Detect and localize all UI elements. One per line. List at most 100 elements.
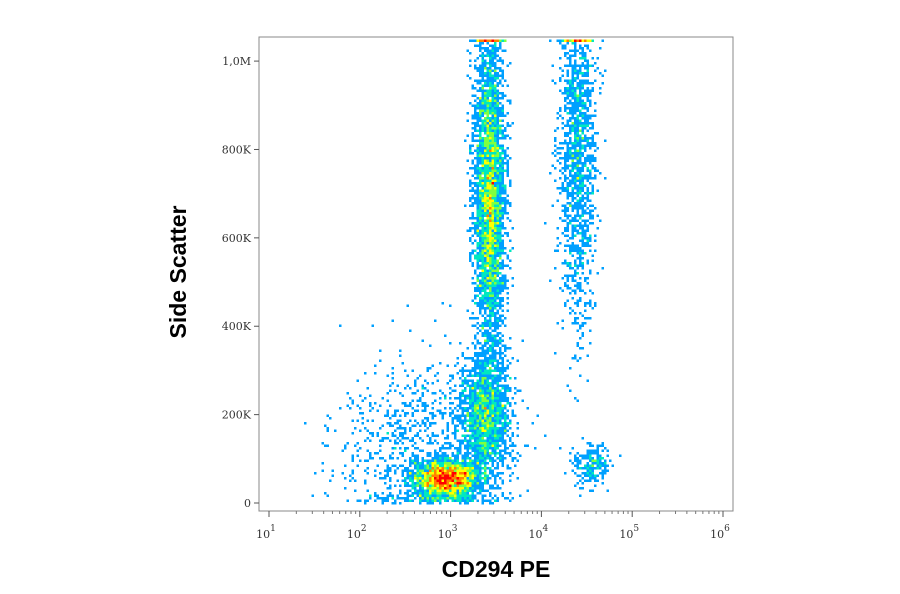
event-dot	[566, 229, 569, 232]
event-dot	[494, 187, 497, 190]
event-dot	[484, 367, 487, 370]
event-dot	[464, 502, 467, 505]
event-dot	[471, 442, 474, 445]
event-dot	[471, 94, 474, 97]
event-dot	[471, 299, 474, 302]
event-dot	[469, 447, 472, 450]
event-dot	[571, 462, 574, 465]
event-dot	[499, 157, 502, 160]
event-dot	[504, 39, 507, 42]
event-dot	[509, 387, 512, 390]
event-dot	[484, 169, 487, 172]
event-dot	[569, 147, 572, 150]
event-dot	[476, 119, 479, 122]
event-dot	[584, 122, 587, 125]
event-dot	[486, 342, 489, 345]
event-dot	[501, 397, 504, 400]
event-dot	[434, 454, 437, 457]
event-dot	[509, 267, 512, 270]
event-dot	[456, 439, 459, 442]
event-dot	[439, 474, 442, 477]
event-dot	[481, 367, 484, 370]
event-dot	[456, 397, 459, 400]
event-dot	[476, 397, 479, 400]
event-dot	[589, 302, 592, 305]
event-dot	[484, 479, 487, 482]
event-dot	[469, 392, 472, 395]
event-dot	[434, 462, 437, 465]
event-dot	[406, 469, 409, 472]
event-dot	[571, 217, 574, 220]
event-dot	[576, 157, 579, 160]
event-dot	[479, 79, 482, 82]
event-dot	[579, 57, 582, 60]
event-dot	[579, 264, 582, 267]
event-dot	[414, 454, 417, 457]
event-dot	[584, 277, 587, 280]
event-dot	[494, 299, 497, 302]
event-dot	[456, 479, 459, 482]
event-dot	[491, 382, 494, 385]
event-dot	[441, 457, 444, 460]
event-dot	[556, 147, 559, 150]
event-dot	[589, 489, 592, 492]
event-dot	[499, 42, 502, 45]
event-dot	[489, 427, 492, 430]
event-dot	[499, 189, 502, 192]
event-dot	[476, 394, 479, 397]
event-dot	[474, 482, 477, 485]
event-dot	[489, 209, 492, 212]
event-dot	[499, 252, 502, 255]
event-dot	[491, 262, 494, 265]
event-dot	[496, 142, 499, 145]
event-dot	[471, 369, 474, 372]
event-dot	[494, 282, 497, 285]
event-dot	[491, 92, 494, 95]
event-dot	[574, 264, 577, 267]
event-dot	[501, 199, 504, 202]
event-dot	[464, 389, 467, 392]
event-dot	[476, 357, 479, 360]
event-dot	[479, 384, 482, 387]
event-dot	[466, 452, 469, 455]
event-dot	[406, 404, 409, 407]
event-dot	[499, 112, 502, 115]
event-dot	[419, 489, 422, 492]
event-dot	[594, 484, 597, 487]
event-dot	[554, 137, 557, 140]
event-dot	[501, 429, 504, 432]
event-dot	[469, 444, 472, 447]
event-dot	[496, 317, 499, 320]
event-dot	[469, 317, 472, 320]
event-dot	[491, 427, 494, 430]
event-dot	[514, 402, 517, 405]
event-dot	[421, 419, 424, 422]
event-dot	[476, 212, 479, 215]
event-dot	[469, 397, 472, 400]
event-dot	[474, 362, 477, 365]
event-dot	[416, 474, 419, 477]
event-dot	[394, 409, 397, 412]
event-dot	[586, 219, 589, 222]
event-dot	[444, 464, 447, 467]
event-dot	[511, 457, 514, 460]
event-dot	[454, 474, 457, 477]
event-dot	[489, 319, 492, 322]
event-dot	[421, 499, 424, 502]
event-dot	[399, 492, 402, 495]
event-dot	[449, 444, 452, 447]
event-dot	[491, 224, 494, 227]
event-dot	[506, 257, 509, 260]
event-dot	[441, 444, 444, 447]
event-dot	[501, 167, 504, 170]
event-dot	[446, 487, 449, 490]
event-dot	[576, 459, 579, 462]
event-dot	[411, 437, 414, 440]
y-axis-title: Side Scatter	[165, 205, 191, 338]
event-dot	[499, 127, 502, 130]
event-dot	[456, 489, 459, 492]
event-dot	[501, 72, 504, 75]
event-dot	[589, 289, 592, 292]
x-tick-label: 106	[710, 524, 730, 541]
x-tick-label: 102	[347, 524, 367, 541]
